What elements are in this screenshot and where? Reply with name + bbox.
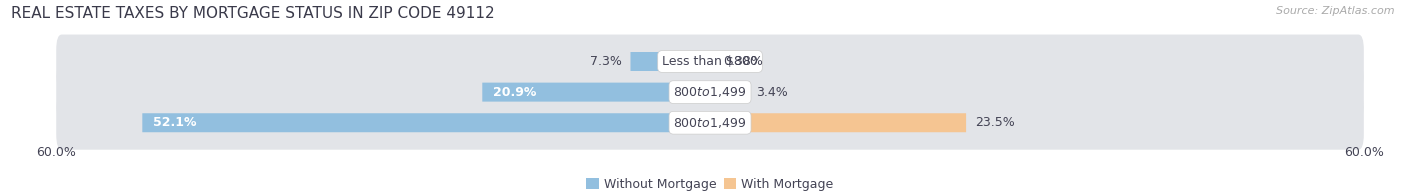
Text: $800 to $1,499: $800 to $1,499 <box>673 85 747 99</box>
FancyBboxPatch shape <box>482 83 710 102</box>
Text: 23.5%: 23.5% <box>974 116 1015 129</box>
FancyBboxPatch shape <box>142 113 710 132</box>
Text: Less than $800: Less than $800 <box>662 55 758 68</box>
Text: $800 to $1,499: $800 to $1,499 <box>673 116 747 130</box>
FancyBboxPatch shape <box>56 34 1364 88</box>
Text: Source: ZipAtlas.com: Source: ZipAtlas.com <box>1277 6 1395 16</box>
FancyBboxPatch shape <box>56 65 1364 119</box>
FancyBboxPatch shape <box>710 113 966 132</box>
Text: 52.1%: 52.1% <box>153 116 197 129</box>
FancyBboxPatch shape <box>56 96 1364 150</box>
FancyBboxPatch shape <box>630 52 710 71</box>
Text: 7.3%: 7.3% <box>591 55 621 68</box>
Text: REAL ESTATE TAXES BY MORTGAGE STATUS IN ZIP CODE 49112: REAL ESTATE TAXES BY MORTGAGE STATUS IN … <box>11 6 495 21</box>
Text: 3.4%: 3.4% <box>756 86 787 99</box>
Legend: Without Mortgage, With Mortgage: Without Mortgage, With Mortgage <box>581 173 839 196</box>
Text: 0.38%: 0.38% <box>723 55 763 68</box>
FancyBboxPatch shape <box>710 52 714 71</box>
FancyBboxPatch shape <box>710 83 747 102</box>
Text: 20.9%: 20.9% <box>494 86 537 99</box>
